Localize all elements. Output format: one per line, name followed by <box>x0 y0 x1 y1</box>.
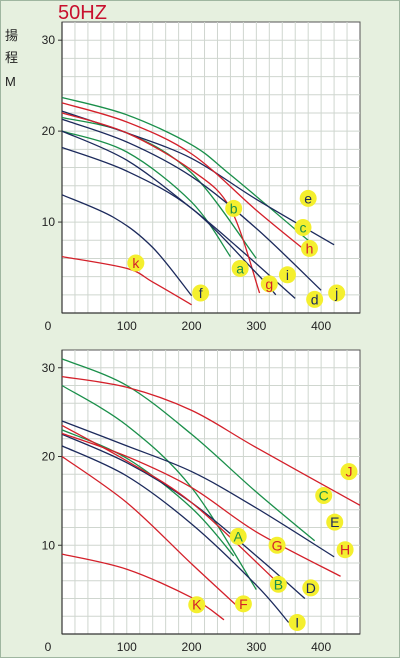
curve-label-h: h <box>306 240 314 256</box>
curve-label-d: d <box>311 291 319 307</box>
x-tick-label: 400 <box>311 319 331 333</box>
label-bubble-I <box>288 613 306 631</box>
curve-K <box>61 553 225 621</box>
curve-G <box>61 424 277 582</box>
curve-label-E: E <box>330 514 339 530</box>
curve-label-i: i <box>286 267 289 283</box>
y-tick-label: 10 <box>42 538 56 552</box>
curve-label-F: F <box>239 596 248 612</box>
curve-C <box>61 358 316 542</box>
curve-label-b: b <box>230 200 238 216</box>
curve-label-H: H <box>340 542 350 558</box>
label-bubble-c <box>294 219 312 237</box>
curve-F <box>61 455 244 613</box>
label-bubble-C <box>315 487 333 505</box>
curve-label-k: k <box>132 255 140 271</box>
label-bubble-k <box>127 254 145 272</box>
bottom-grid <box>62 350 360 634</box>
ylabel-char-2: 程 <box>5 50 18 65</box>
x-tick-label: 300 <box>246 319 266 333</box>
top-grid <box>62 22 360 313</box>
label-bubble-F <box>234 595 252 613</box>
curve-label-C: C <box>319 488 329 504</box>
bottom-chart-panel: 0 100 200 300 400 10 20 30 A B C D E F G H I J K <box>42 349 361 654</box>
label-bubble-d <box>306 290 324 308</box>
x-tick-label: 200 <box>182 319 202 333</box>
label-bubble-j <box>328 284 346 302</box>
bottom-curve-labels: A B C D E F G H I J K <box>188 463 358 631</box>
curve-h <box>61 102 303 249</box>
label-bubble-B <box>269 575 287 593</box>
ylabel-char-1: 揚 <box>5 28 18 43</box>
top-chart-panel: 0 100 200 300 400 10 20 30 a b c d e f g h i j k <box>42 21 361 333</box>
ylabel-char-3: M <box>5 74 16 89</box>
label-bubble-H <box>336 541 354 559</box>
curve-f <box>61 194 193 297</box>
curve-label-a: a <box>236 260 244 276</box>
curve-label-g: g <box>265 276 273 292</box>
curve-I <box>61 445 290 623</box>
y-tick-label: 10 <box>42 215 56 229</box>
curve-label-K: K <box>192 597 202 613</box>
label-bubble-g <box>260 275 278 293</box>
curve-k <box>61 255 192 306</box>
curve-label-J: J <box>345 464 352 480</box>
label-bubble-i <box>278 266 296 284</box>
curve-label-D: D <box>306 580 316 596</box>
label-bubble-A <box>229 527 247 545</box>
top-curve-labels: a b c d e f g h i j k <box>127 189 346 308</box>
label-bubble-G <box>268 536 286 554</box>
curve-J <box>61 375 361 506</box>
curve-label-c: c <box>299 220 306 236</box>
curve-label-A: A <box>234 528 244 544</box>
label-bubble-D <box>302 579 320 597</box>
x-tick-label: 200 <box>182 640 202 654</box>
y-tick-label: 20 <box>42 450 56 464</box>
curve-a <box>61 130 231 257</box>
label-bubble-f <box>192 284 210 302</box>
curve-label-f: f <box>199 285 203 301</box>
curve-E <box>61 420 335 558</box>
label-bubble-e <box>299 189 317 207</box>
curve-g <box>61 112 261 294</box>
x-tick-label: 300 <box>246 640 266 654</box>
curve-label-j: j <box>334 285 338 301</box>
x-tick-label: 0 <box>45 319 52 333</box>
x-tick-label: 100 <box>117 640 137 654</box>
x-tick-label: 0 <box>45 640 52 654</box>
curve-label-B: B <box>274 576 283 592</box>
label-bubble-h <box>300 239 318 257</box>
curve-H <box>61 432 341 577</box>
label-bubble-K <box>188 596 206 614</box>
x-tick-label: 400 <box>311 640 331 654</box>
y-tick-label: 20 <box>42 124 56 138</box>
curve-label-G: G <box>272 537 283 553</box>
label-bubble-E <box>326 513 344 531</box>
curve-label-I: I <box>295 614 299 630</box>
curve-j <box>61 118 322 291</box>
y-tick-label: 30 <box>42 361 56 375</box>
curve-label-e: e <box>304 190 312 206</box>
label-bubble-a <box>231 259 249 277</box>
x-tick-label: 100 <box>117 319 137 333</box>
chart-title: 50HZ <box>58 2 107 24</box>
bottom-curves <box>61 358 361 623</box>
label-bubble-J <box>340 463 358 481</box>
label-bubble-b <box>225 199 243 217</box>
y-tick-label: 30 <box>42 33 56 47</box>
curve-c <box>61 96 309 241</box>
